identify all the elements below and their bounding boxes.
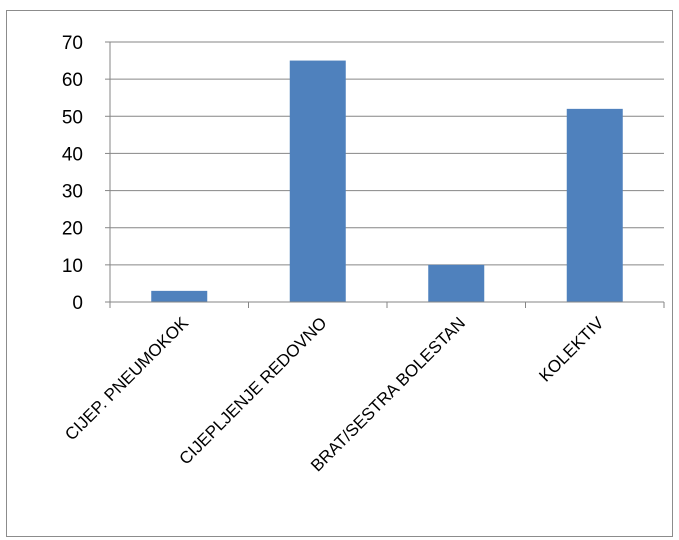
x-tick-label-1: CIJEPLJENJE REDOVNO xyxy=(176,313,331,468)
y-tick-label-40: 40 xyxy=(62,144,83,165)
y-tick-label-20: 20 xyxy=(62,219,83,240)
x-tick-label-0: CIJEP. PNEUMOKOK xyxy=(61,313,192,444)
y-tick-label-0: 0 xyxy=(72,293,83,314)
bar-2 xyxy=(428,264,485,302)
x-tick-label-2: BRAT/SESTRA BOLESTAN xyxy=(307,313,469,475)
bar-3 xyxy=(566,108,623,302)
bar-0 xyxy=(151,290,208,302)
y-tick-label-50: 50 xyxy=(62,107,83,128)
y-tick-label-70: 70 xyxy=(62,33,83,54)
y-tick-label-30: 30 xyxy=(62,182,83,203)
y-tick-label-10: 10 xyxy=(62,256,83,277)
bar-1 xyxy=(289,60,346,303)
x-tick-label-3: KOLEKTIV xyxy=(535,313,608,386)
y-tick-label-60: 60 xyxy=(62,70,83,91)
